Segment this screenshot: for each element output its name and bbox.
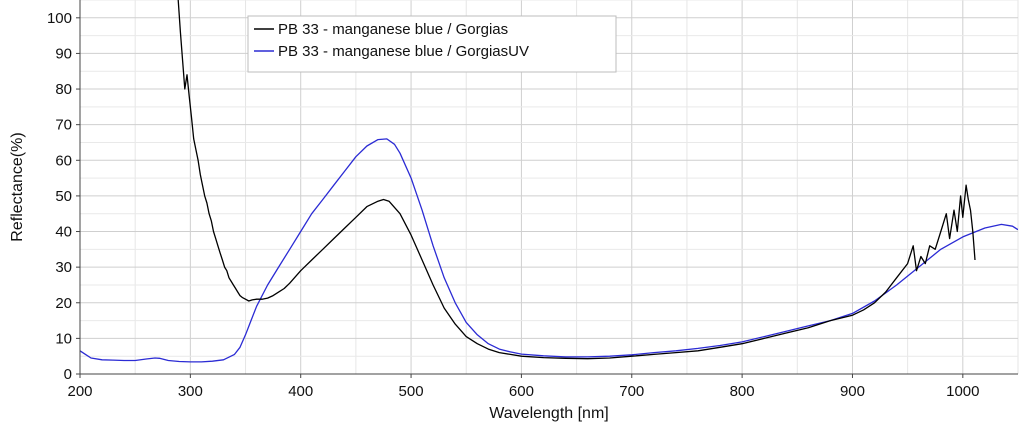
y-tick-label: 30 (55, 259, 72, 276)
x-tick-label: 700 (619, 383, 644, 400)
axes (79, 0, 1018, 375)
y-tick-label: 80 (55, 81, 72, 98)
x-tick-label: 900 (840, 383, 865, 400)
series-line-gorgias (177, 0, 976, 360)
x-tick-label: 500 (399, 383, 424, 400)
y-tick-label: 0 (64, 366, 72, 383)
y-tick-label: 50 (55, 188, 72, 205)
y-tick-label: 90 (55, 45, 72, 62)
y-tick-label: 70 (55, 117, 72, 134)
y-axis-title: Reflectance(%) (9, 132, 26, 241)
series-group (80, 0, 1018, 363)
x-axis-title: Wavelength [nm] (489, 405, 608, 422)
series-line-gorgiasuv (80, 138, 1018, 363)
y-tick-label: 100 (47, 10, 72, 27)
x-tick-label: 300 (178, 383, 203, 400)
legend-label-gorgiasuv: PB 33 - manganese blue / GorgiasUV (278, 43, 529, 60)
x-tick-label: 800 (730, 383, 755, 400)
legend: PB 33 - manganese blue / Gorgias PB 33 -… (247, 15, 617, 73)
y-tick-label: 40 (55, 224, 72, 241)
x-tick-label: 1000 (946, 383, 979, 400)
x-tick-label: 200 (67, 383, 92, 400)
x-tick-labels: 200 300 400 500 600 700 800 900 1000 (67, 374, 980, 400)
x-tick-label: 400 (288, 383, 313, 400)
y-tick-label: 10 (55, 330, 72, 347)
x-tick-label: 600 (509, 383, 534, 400)
y-tick-label: 60 (55, 152, 72, 169)
y-tick-labels: 0 10 20 30 40 50 60 70 80 90 100 (47, 10, 80, 383)
legend-label-gorgias: PB 33 - manganese blue / Gorgias (278, 21, 508, 38)
y-tick-label: 20 (55, 295, 72, 312)
legend-box (247, 15, 617, 73)
